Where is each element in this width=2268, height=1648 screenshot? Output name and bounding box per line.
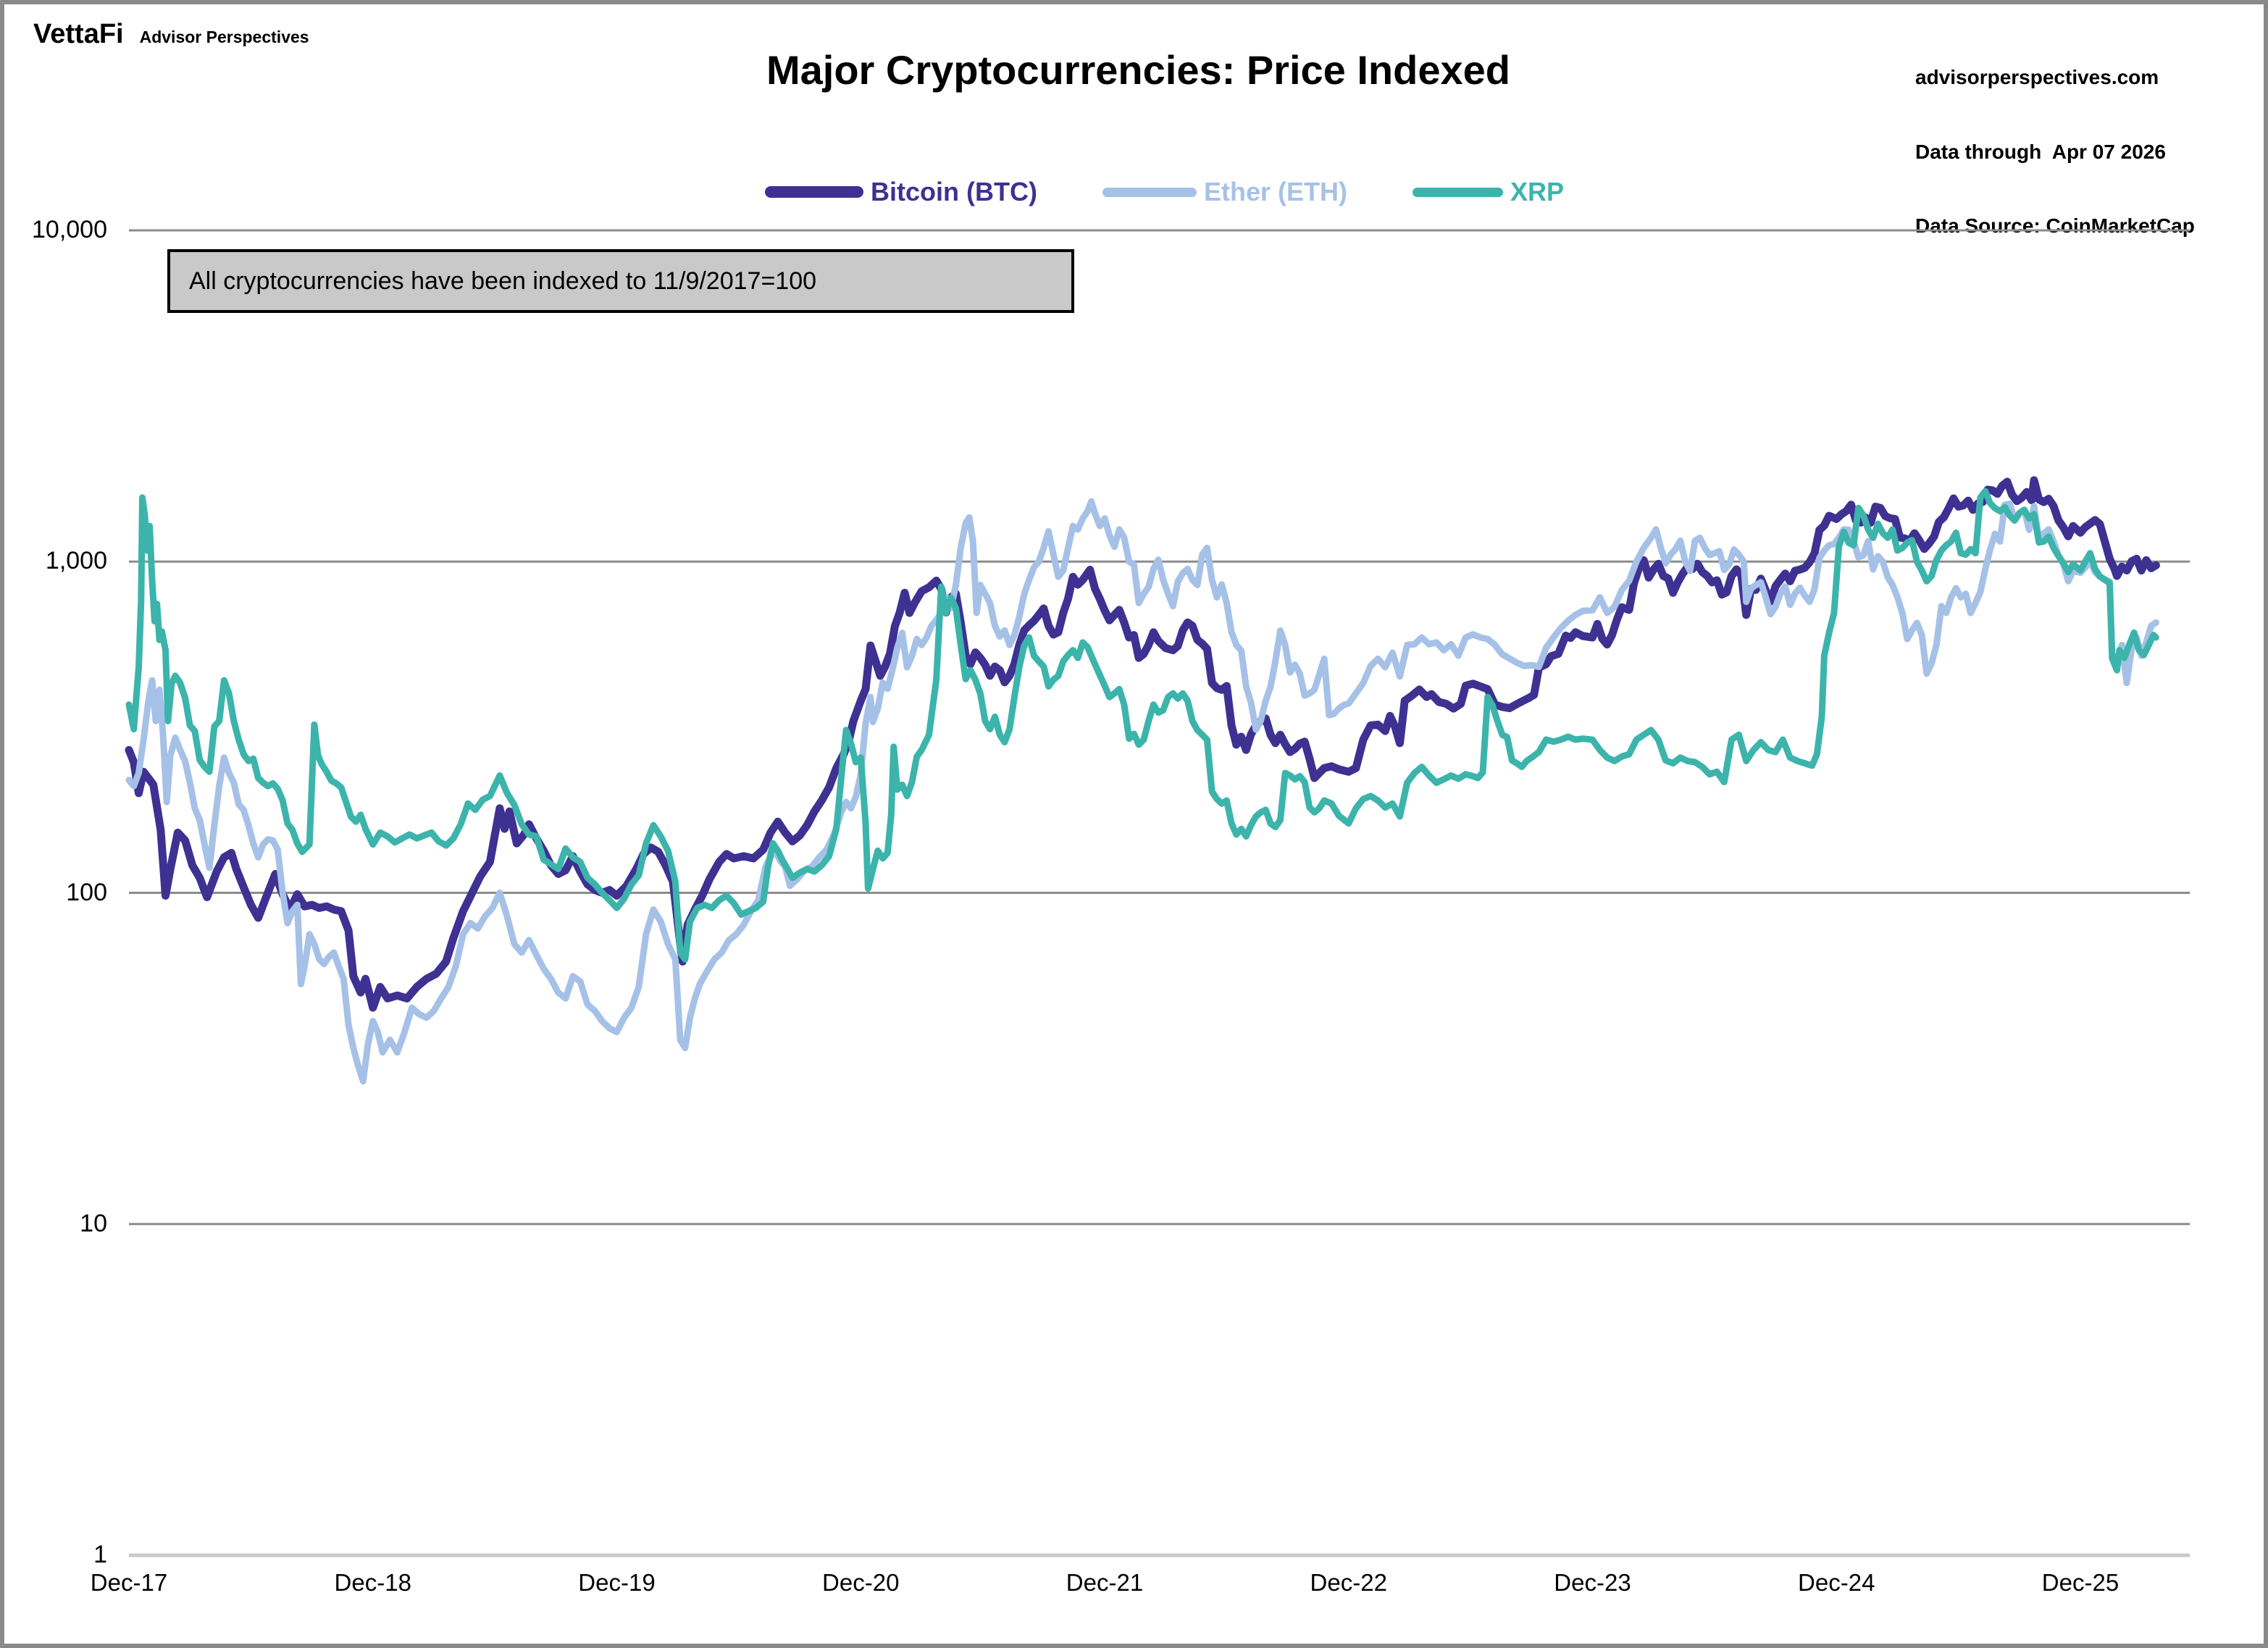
y-axis-label-1: 1 xyxy=(93,1541,107,1568)
x-axis-label-Dec-22: Dec-22 xyxy=(1310,1569,1387,1596)
vettafi-logo: VettaFi Advisor Perspectives xyxy=(33,19,309,50)
y-axis-label-100: 100 xyxy=(66,878,107,906)
x-axis-label-Dec-18: Dec-18 xyxy=(334,1569,411,1596)
legend-label-xrp: XRP xyxy=(1510,177,1564,206)
series-line-ether-eth- xyxy=(125,498,2159,1084)
index-note-box: All cryptocurrencies have been indexed t… xyxy=(167,249,1074,313)
price-chart xyxy=(125,229,2190,1557)
xrp-line-swatch-icon xyxy=(1412,187,1503,197)
source-data-through: Data through Apr 07 2026 xyxy=(1915,140,2166,163)
chart-legend: Bitcoin (BTC) Ether (ETH) XRP xyxy=(765,177,1629,207)
source-site: advisorperspectives.com xyxy=(1915,66,2159,89)
x-axis-label-Dec-25: Dec-25 xyxy=(2041,1569,2120,1596)
source-info: advisorperspectives.com Data through Apr… xyxy=(1915,16,2195,288)
x-axis-label-Dec-21: Dec-21 xyxy=(1066,1569,1144,1596)
eth-line-swatch-icon xyxy=(1102,187,1197,197)
btc-line-swatch-icon xyxy=(765,186,863,198)
legend-item-btc: Bitcoin (BTC) xyxy=(765,177,1037,207)
legend-label-btc: Bitcoin (BTC) xyxy=(871,177,1037,206)
index-note-text: All cryptocurrencies have been indexed t… xyxy=(189,267,817,295)
vettafi-logo-text: VettaFi xyxy=(33,19,124,49)
y-axis-label-1,000: 1,000 xyxy=(45,547,107,575)
vettafi-logo-tagline: Advisor Perspectives xyxy=(139,28,309,46)
source-data-source: Data Source: CoinMarketCap xyxy=(1915,214,2195,238)
x-axis-label-Dec-19: Dec-19 xyxy=(578,1569,656,1596)
y-axis-label-10: 10 xyxy=(80,1209,107,1237)
y-axis-label-10,000: 10,000 xyxy=(32,216,107,243)
legend-item-xrp: XRP xyxy=(1412,177,1564,207)
x-axis-label-Dec-17: Dec-17 xyxy=(90,1569,168,1596)
legend-label-eth: Ether (ETH) xyxy=(1203,177,1347,206)
x-axis-label-Dec-23: Dec-23 xyxy=(1554,1569,1631,1596)
page-title: Major Cryptocurrencies: Price Indexed xyxy=(766,47,1510,93)
legend-item-eth: Ether (ETH) xyxy=(1102,177,1347,207)
x-axis-label-Dec-24: Dec-24 xyxy=(1798,1569,1875,1596)
series-line-xrp xyxy=(125,488,2159,963)
x-axis-label-Dec-20: Dec-20 xyxy=(822,1569,900,1596)
